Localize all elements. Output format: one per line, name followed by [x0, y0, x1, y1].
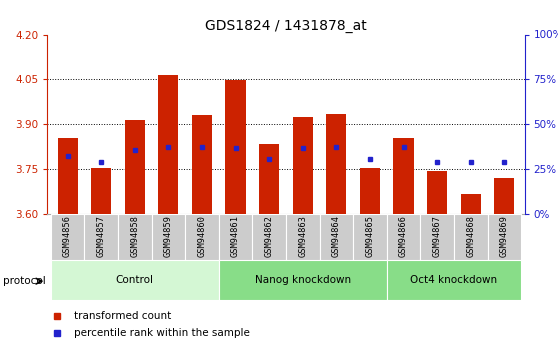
Bar — [393, 138, 413, 214]
Title: GDS1824 / 1431878_at: GDS1824 / 1431878_at — [205, 19, 367, 33]
Bar — [461, 195, 481, 214]
Bar — [158, 75, 179, 214]
Bar — [286, 214, 320, 260]
Bar — [152, 214, 185, 260]
Text: transformed count: transformed count — [74, 311, 171, 321]
Bar — [494, 178, 514, 214]
Bar — [124, 120, 145, 214]
Text: percentile rank within the sample: percentile rank within the sample — [74, 328, 249, 338]
Bar — [320, 214, 353, 260]
Bar — [252, 214, 286, 260]
Text: GSM94856: GSM94856 — [63, 215, 72, 257]
Bar — [353, 214, 387, 260]
Text: GSM94868: GSM94868 — [466, 215, 475, 257]
Bar — [185, 214, 219, 260]
Text: GSM94863: GSM94863 — [299, 215, 307, 257]
Text: GSM94867: GSM94867 — [432, 215, 442, 257]
Bar — [51, 214, 84, 260]
Text: GSM94864: GSM94864 — [332, 215, 341, 257]
Text: GSM94857: GSM94857 — [97, 215, 105, 257]
Bar — [259, 144, 279, 214]
Text: GSM94861: GSM94861 — [231, 215, 240, 257]
Text: GSM94858: GSM94858 — [130, 215, 140, 257]
Bar — [225, 80, 246, 214]
Bar — [91, 168, 111, 214]
Bar — [488, 214, 521, 260]
Text: Control: Control — [116, 275, 154, 285]
Bar — [293, 117, 313, 214]
Bar — [427, 170, 448, 214]
Text: GSM94869: GSM94869 — [500, 215, 509, 257]
Bar — [360, 168, 380, 214]
Bar — [192, 115, 212, 214]
Text: GSM94862: GSM94862 — [264, 215, 273, 257]
Bar — [387, 260, 521, 300]
Bar — [118, 214, 152, 260]
Bar — [84, 214, 118, 260]
Bar — [219, 214, 252, 260]
Text: GSM94860: GSM94860 — [198, 215, 206, 257]
Bar — [219, 260, 387, 300]
Bar — [420, 214, 454, 260]
Text: GSM94866: GSM94866 — [399, 215, 408, 257]
Text: protocol: protocol — [3, 276, 46, 286]
Bar — [326, 114, 347, 214]
Text: Nanog knockdown: Nanog knockdown — [254, 275, 351, 285]
Bar — [51, 260, 219, 300]
Text: GSM94859: GSM94859 — [164, 215, 173, 257]
Bar — [454, 214, 488, 260]
Bar — [387, 214, 420, 260]
Text: GSM94865: GSM94865 — [365, 215, 374, 257]
Text: Oct4 knockdown: Oct4 knockdown — [410, 275, 498, 285]
Bar — [57, 138, 78, 214]
